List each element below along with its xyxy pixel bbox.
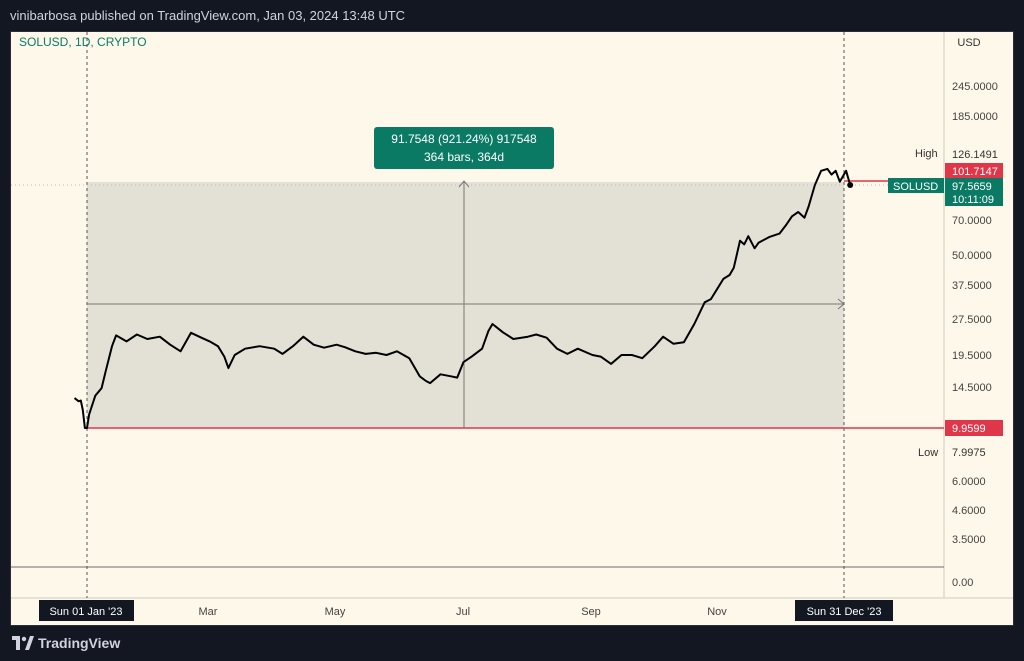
y-tick-label: 0.00 xyxy=(952,577,973,589)
y-tick-label: 4.6000 xyxy=(952,505,986,517)
y-tick-label: 6.0000 xyxy=(952,476,986,488)
publish-header: vinibarbosa published on TradingView.com… xyxy=(0,0,1024,31)
y-tick-label: 27.5000 xyxy=(952,314,992,326)
high-value-bg xyxy=(948,146,1004,161)
symbol-tag xyxy=(888,178,944,193)
measure-info-line2: 364 bars, 364d xyxy=(424,150,504,164)
measure-info-box xyxy=(374,127,554,169)
last-price-tag xyxy=(945,178,1003,206)
last-price-dot xyxy=(847,182,854,188)
last-price-text: 97.5659 xyxy=(952,181,992,193)
publish-info: vinibarbosa published on TradingView.com… xyxy=(10,8,406,23)
countdown-text: 10:11:09 xyxy=(952,194,994,206)
y-tick-label: 14.5000 xyxy=(952,382,992,394)
x-tick-label: Sep xyxy=(581,606,601,618)
start-date-badge xyxy=(39,600,134,621)
tradingview-logo[interactable]: TradingView xyxy=(12,635,120,651)
low-line-price-tag xyxy=(945,420,1003,436)
measure-info-line1: 91.7548 (921.24%) 917548 xyxy=(391,132,537,146)
chart-panel[interactable]: SOLUSD, 1D, CRYPTO USD 245.0000 185.0000… xyxy=(10,31,1014,626)
currency-label: USD xyxy=(957,37,980,49)
price-chart[interactable]: SOLUSD, 1D, CRYPTO USD 245.0000 185.0000… xyxy=(11,32,1013,625)
end-date-badge xyxy=(795,600,893,621)
x-tick-label: Mar xyxy=(199,606,218,618)
high-line-price-tag xyxy=(945,163,1003,178)
x-tick-label: May xyxy=(325,606,346,618)
y-tick-label: 37.5000 xyxy=(952,280,992,292)
x-tick-label: Jul xyxy=(456,606,470,618)
low-value: 7.9975 xyxy=(952,447,986,459)
y-tick-label: 70.0000 xyxy=(952,215,992,227)
symbol-label: SOLUSD, 1D, CRYPTO xyxy=(19,35,147,49)
end-date-text: Sun 31 Dec '23 xyxy=(807,606,882,618)
start-date-text: Sun 01 Jan '23 xyxy=(49,606,122,618)
price-series-line xyxy=(73,167,852,429)
x-tick-label: Nov xyxy=(707,606,727,618)
y-tick-label: 3.5000 xyxy=(952,534,986,546)
low-line-price-text: 9.9599 xyxy=(952,423,986,435)
y-tick-label: 185.0000 xyxy=(952,111,998,123)
brand-name: TradingView xyxy=(38,635,121,651)
y-tick-label: 19.5000 xyxy=(952,350,992,362)
symbol-tag-text: SOLUSD xyxy=(893,181,938,193)
high-line-price-text: 101.7147 xyxy=(952,166,998,178)
y-tick-label: 50.0000 xyxy=(952,250,992,262)
high-label: High xyxy=(915,148,938,160)
measure-horizontal-arrowhead xyxy=(837,298,845,310)
high-value: 126.1491 xyxy=(952,149,998,161)
y-tick-label: 245.0000 xyxy=(952,81,998,93)
footer-bar: TradingView xyxy=(0,626,1024,661)
measure-range-area[interactable] xyxy=(87,182,844,428)
low-label: Low xyxy=(918,447,938,459)
measure-vertical-arrowhead xyxy=(458,180,470,188)
tradingview-logo-icon xyxy=(12,636,34,650)
